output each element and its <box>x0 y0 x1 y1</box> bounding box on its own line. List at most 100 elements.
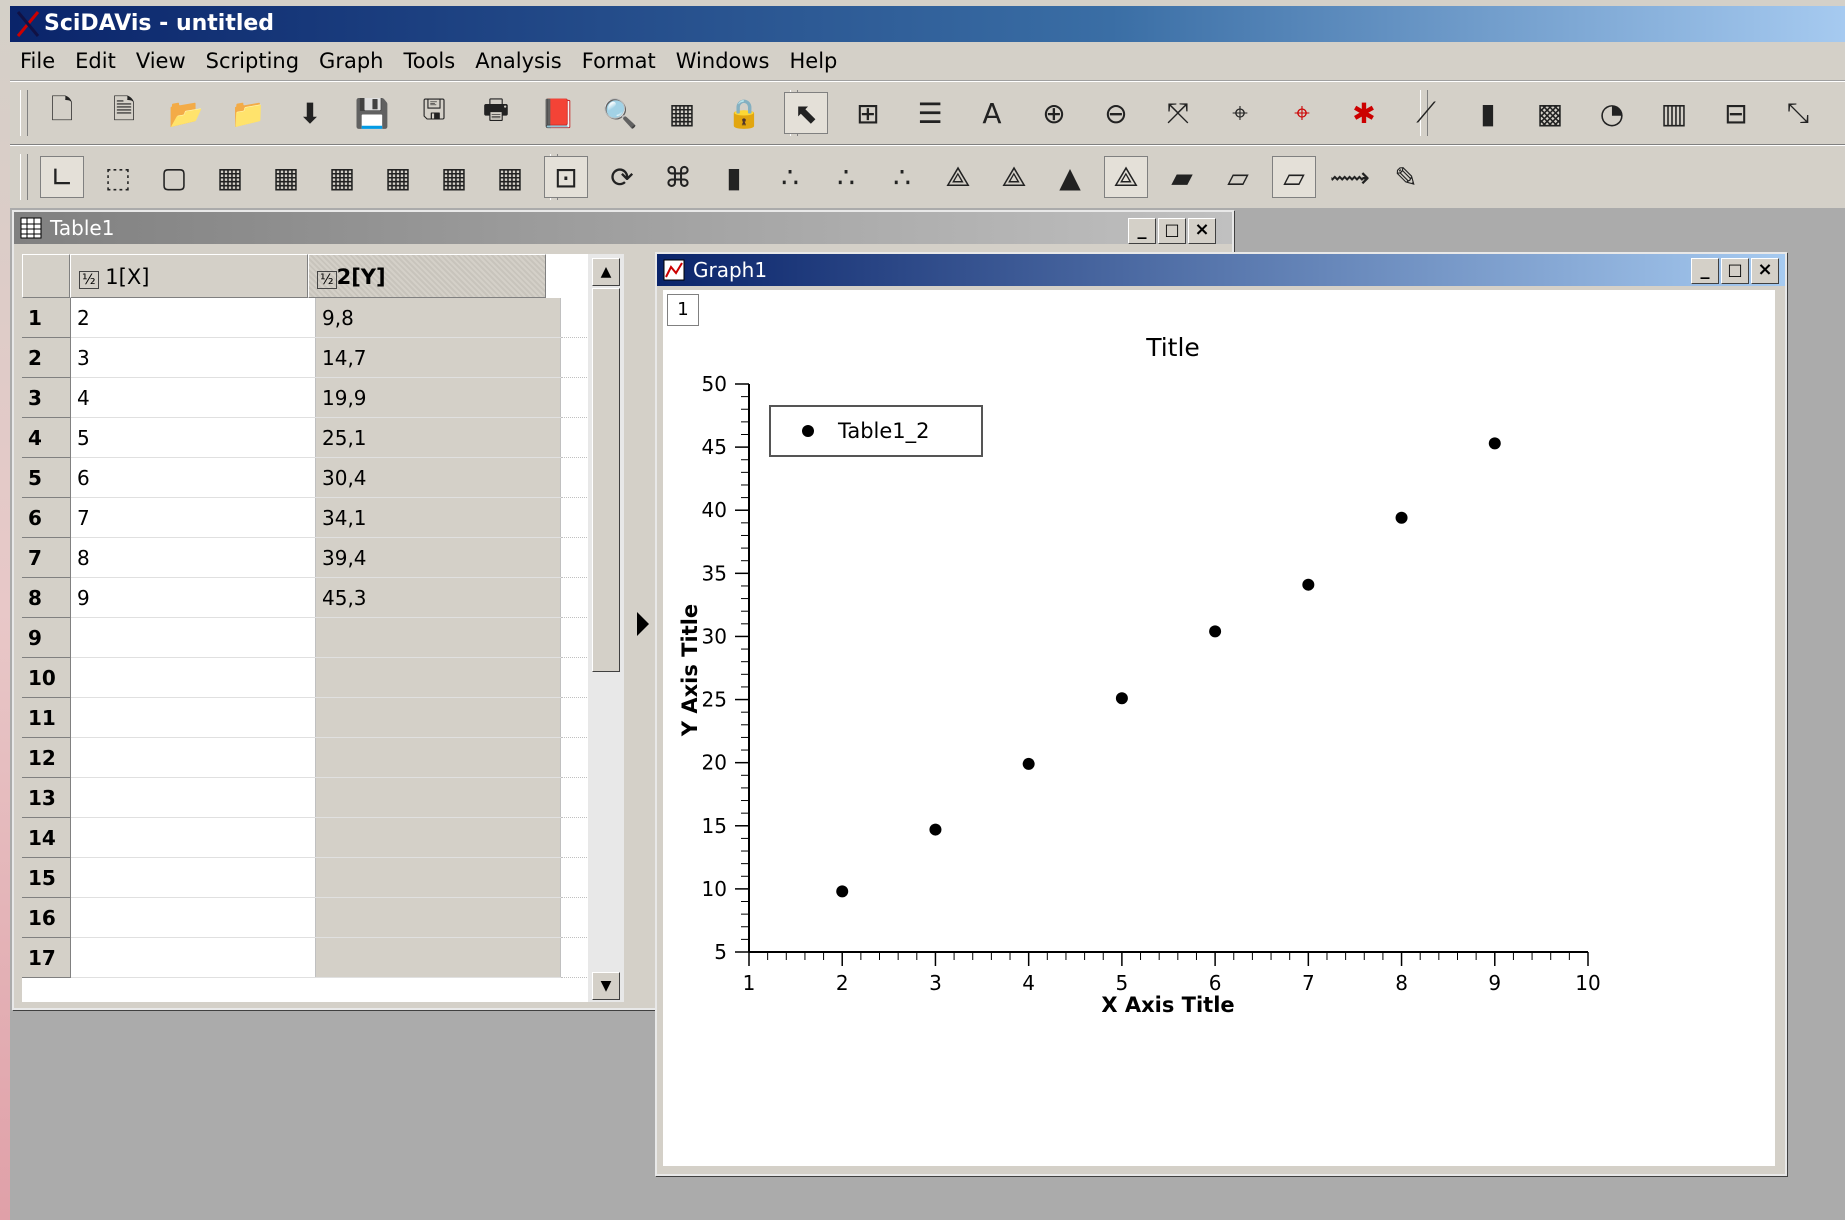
edit-icon[interactable]: ✎ <box>1394 160 1418 194</box>
grid-back-icon[interactable]: ▦ <box>272 160 300 194</box>
rotate-icon[interactable]: ⟳ <box>610 160 634 194</box>
row-header[interactable]: 5 <box>22 457 71 498</box>
splitter-arrow-icon[interactable] <box>637 612 649 636</box>
grid-ceil-icon[interactable]: ▦ <box>440 160 468 194</box>
dots-icon[interactable]: ∴ <box>781 160 799 194</box>
fit-icon[interactable]: ⌘ <box>664 160 692 194</box>
row-header[interactable]: 4 <box>22 417 71 458</box>
cell-x[interactable]: 5 <box>70 417 316 458</box>
add-text-icon[interactable]: A <box>982 96 1002 130</box>
cell-y[interactable] <box>315 617 561 658</box>
cell-x[interactable]: 4 <box>70 377 316 418</box>
crosses-icon[interactable]: ∴ <box>893 160 911 194</box>
grid-left-icon[interactable]: ▦ <box>328 160 356 194</box>
columns-icon[interactable]: ▮ <box>726 160 742 194</box>
row-header[interactable]: 13 <box>22 777 71 818</box>
remove-points-icon[interactable]: ✱ <box>1352 96 1376 130</box>
3d-bars-icon[interactable]: ▥ <box>1660 96 1688 130</box>
row-header[interactable]: 6 <box>22 497 71 538</box>
mesh-filled-icon[interactable]: ⟁ <box>1104 156 1148 198</box>
import-ascii-icon[interactable]: ⬇ <box>298 96 322 130</box>
cell-x[interactable] <box>70 777 316 818</box>
cell-x[interactable]: 7 <box>70 497 316 538</box>
cell-y[interactable]: 14,7 <box>315 337 561 378</box>
data-reader-icon[interactable]: ⊞ <box>856 96 880 130</box>
cell-x[interactable]: 8 <box>70 537 316 578</box>
cell-x[interactable]: 2 <box>70 298 316 338</box>
cell-y[interactable]: 45,3 <box>315 577 561 618</box>
toolbar-grip[interactable] <box>20 154 28 200</box>
cell-y[interactable]: 9,8 <box>315 298 561 338</box>
cell-x[interactable] <box>70 897 316 938</box>
crosshair-icon[interactable]: ⌖ <box>1232 96 1248 129</box>
menu-graph[interactable]: Graph <box>319 49 384 73</box>
row-header[interactable]: 8 <box>22 577 71 618</box>
menu-format[interactable]: Format <box>581 49 656 73</box>
perspective-icon[interactable]: ⊡ <box>544 156 588 198</box>
table-scrollbar[interactable]: ▲ ▼ <box>588 254 624 1002</box>
cell-y[interactable] <box>315 657 561 698</box>
cell-y[interactable] <box>315 817 561 858</box>
cell-y[interactable]: 34,1 <box>315 497 561 538</box>
cell-y[interactable] <box>315 777 561 818</box>
polygon-icon[interactable]: ▲ <box>1059 160 1081 194</box>
bar-chart-icon[interactable]: ▮ <box>1480 96 1496 130</box>
row-header[interactable]: 14 <box>22 817 71 858</box>
row-header[interactable]: 1 <box>22 298 71 338</box>
menu-file[interactable]: File <box>20 49 56 73</box>
hidden-mesh-icon[interactable]: ⟁ <box>1001 160 1027 193</box>
scroll-thumb[interactable] <box>592 288 620 672</box>
cell-x[interactable] <box>70 817 316 858</box>
row-header[interactable]: 10 <box>22 657 71 698</box>
minimize-button[interactable]: _ <box>1128 218 1156 244</box>
red-crosshair-icon[interactable]: ⌖ <box>1294 96 1310 129</box>
maximize-button[interactable]: □ <box>1721 258 1749 284</box>
zoom-in-icon[interactable]: ⊕ <box>1042 96 1066 130</box>
table-window-titlebar[interactable]: Table1 <box>14 212 1232 244</box>
color-map-icon[interactable]: ▩ <box>1536 96 1564 130</box>
menu-analysis[interactable]: Analysis <box>475 49 562 73</box>
axis-corner-icon[interactable]: ∟ <box>40 156 84 198</box>
animation-icon[interactable]: ⟿ <box>1329 160 1371 194</box>
rescale-icon[interactable]: ⤧ <box>1166 96 1190 129</box>
close-button[interactable]: × <box>1751 258 1779 284</box>
frame-3d-icon[interactable]: ▢ <box>160 160 188 194</box>
close-button[interactable]: × <box>1188 218 1216 244</box>
cell-y[interactable] <box>315 937 561 978</box>
lock-icon[interactable]: 🔒 <box>726 96 762 130</box>
graph-window-titlebar[interactable]: Graph1 _ □ × <box>657 254 1785 286</box>
row-header[interactable]: 15 <box>22 857 71 898</box>
column-x-header[interactable]: ½ 1[X] <box>70 254 308 298</box>
row-header[interactable]: 3 <box>22 377 71 418</box>
drag-range-icon[interactable]: ⤡ <box>1786 96 1810 129</box>
graph-canvas[interactable]: 1 1 2 3 4 5 6 7 8 9 10 5 10 15 20 25 30 35 40 45 50 Title X A… <box>663 290 1775 1166</box>
cell-y[interactable] <box>315 737 561 778</box>
cell-y[interactable]: 39,4 <box>315 537 561 578</box>
floor-data-icon[interactable]: ▰ <box>1171 160 1193 194</box>
menu-windows[interactable]: Windows <box>675 49 770 73</box>
cell-x[interactable] <box>70 857 316 898</box>
save-as-icon[interactable]: 🖫 <box>422 93 446 126</box>
export-pdf-icon[interactable]: 📕 <box>540 96 576 130</box>
grid-right-icon[interactable]: ▦ <box>384 160 412 194</box>
cell-y[interactable] <box>315 857 561 898</box>
floor-iso-icon[interactable]: ▱ <box>1227 160 1249 194</box>
cell-x[interactable] <box>70 937 316 978</box>
menu-view[interactable]: View <box>135 49 186 73</box>
cell-x[interactable] <box>70 737 316 778</box>
grid-floor-icon[interactable]: ▦ <box>496 160 524 194</box>
print-icon[interactable]: 🖶 <box>482 93 510 126</box>
toolbar-grip[interactable] <box>20 90 28 136</box>
cell-y[interactable]: 19,9 <box>315 377 561 418</box>
row-header[interactable]: 9 <box>22 617 71 658</box>
menu-scripting[interactable]: Scripting <box>205 49 300 73</box>
row-header[interactable]: 7 <box>22 537 71 578</box>
cell-x[interactable]: 9 <box>70 577 316 618</box>
maximize-button[interactable]: □ <box>1158 218 1186 244</box>
cell-y[interactable]: 30,4 <box>315 457 561 498</box>
menu-tools[interactable]: Tools <box>403 49 456 73</box>
box-plot-icon[interactable]: ⊟ <box>1724 96 1748 130</box>
cell-x[interactable]: 6 <box>70 457 316 498</box>
row-header[interactable]: 2 <box>22 337 71 378</box>
layer-button[interactable]: 1 <box>667 294 699 326</box>
